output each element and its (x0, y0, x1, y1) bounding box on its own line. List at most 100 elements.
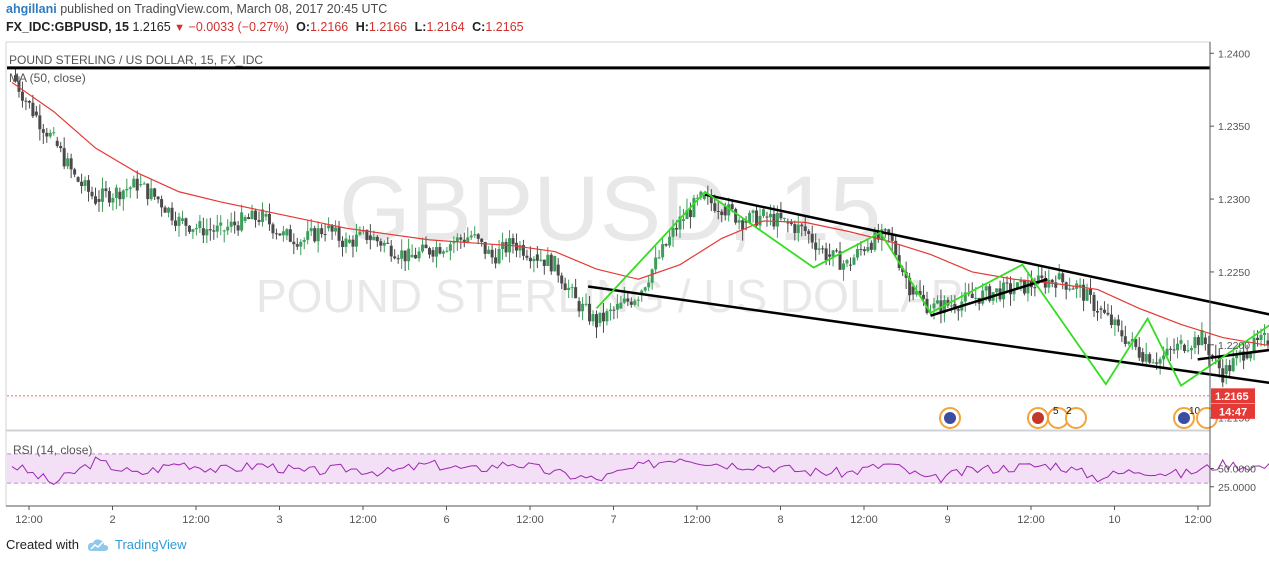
candle-body (671, 228, 675, 237)
candle-body (814, 242, 818, 250)
candle-body (306, 231, 310, 240)
candle-body (1071, 288, 1075, 290)
candle-body (988, 286, 992, 301)
candle-body (1207, 343, 1211, 356)
tradingview-link[interactable]: TradingView (114, 537, 187, 552)
candle-body (622, 298, 626, 303)
time-tick-label: 9 (944, 514, 950, 526)
candle-body (375, 236, 379, 242)
high-label: H: (355, 20, 369, 34)
candle-body (720, 211, 724, 216)
candle-body (344, 238, 348, 247)
candle-body (518, 245, 522, 251)
candle-body (647, 282, 651, 288)
event-badge-5: 5 (1053, 406, 1059, 417)
candle-body (956, 309, 960, 311)
time-tick-label: 6 (443, 514, 449, 526)
candle-body (90, 191, 94, 197)
candle-body (838, 251, 842, 270)
candle-body (80, 181, 84, 187)
uk-flag-inner (944, 412, 956, 424)
price-change: −0.0033 (−0.27%) (188, 20, 289, 34)
candle-body (1252, 337, 1256, 354)
candle-body (52, 132, 56, 134)
current-price-label: 1.2165 (1215, 391, 1249, 403)
candle-body (1141, 352, 1145, 362)
candle-body (1002, 282, 1006, 300)
candle-body (556, 264, 560, 276)
ma-legend[interactable]: MA (50, close) (9, 71, 86, 85)
rsi-legend[interactable]: RSI (14, close) (13, 443, 92, 457)
candle-body (807, 231, 811, 234)
author-link[interactable]: ahgillani (6, 2, 57, 16)
candle-body (459, 237, 463, 240)
candle-body (577, 301, 581, 312)
candle-body (1012, 290, 1016, 295)
publish-header: ahgillani published on TradingView.com, … (6, 2, 387, 16)
candle-body (170, 207, 174, 221)
candle-body (215, 225, 219, 232)
candle-body (727, 204, 731, 216)
event-markers[interactable]: 5 2 10 (939, 406, 1218, 429)
time-tick-label: 12:00 (850, 514, 878, 526)
candle-body (1009, 283, 1013, 295)
candle-body (31, 102, 35, 117)
candle-body (1106, 312, 1110, 315)
candle-body (267, 213, 271, 225)
candle-body (1189, 348, 1193, 351)
candle-body (626, 298, 630, 302)
candle-body (525, 255, 529, 258)
candle-body (608, 309, 612, 312)
candle-body (796, 224, 800, 234)
us-flag-inner (1032, 412, 1044, 424)
candle-body (1148, 354, 1152, 363)
candle-body (1040, 275, 1044, 278)
candle-body (66, 158, 70, 167)
candle-body (786, 222, 790, 224)
candle-body (528, 257, 532, 262)
candle-body (560, 275, 564, 284)
candle-body (1036, 275, 1040, 284)
candle-body (34, 111, 38, 116)
candle-body (521, 245, 525, 256)
candle-body (233, 221, 237, 226)
us-flag-icon-2[interactable] (1065, 407, 1087, 429)
series-title: POUND STERLING / US DOLLAR, 15, FX_IDC (9, 53, 263, 67)
footer: Created with TradingView (6, 537, 187, 552)
candle-body (455, 237, 459, 243)
candle-body (167, 207, 171, 213)
time-tick-label: 12:00 (1017, 514, 1045, 526)
candle-body (800, 224, 804, 227)
candle-body (400, 250, 404, 259)
candle-body (1089, 289, 1093, 295)
candle-body (762, 209, 765, 216)
candle-body (229, 221, 233, 227)
candle-body (803, 226, 807, 232)
last-price: 1.2165 (132, 20, 171, 34)
candle-body (817, 248, 821, 250)
candle-body (156, 196, 160, 200)
candle-body (247, 217, 251, 219)
candle-body (911, 286, 915, 295)
candle-body (1026, 280, 1030, 294)
candle-body (974, 297, 978, 299)
candle-body (208, 229, 212, 231)
candle-body (984, 286, 988, 291)
candle-body (542, 259, 546, 266)
candle-body (1228, 365, 1232, 372)
candle-body (327, 225, 331, 229)
candle-body (417, 251, 421, 259)
candle-body (949, 305, 953, 307)
candle-body (824, 248, 828, 261)
candle-body (1249, 353, 1253, 359)
price-tick-label: 1.2350 (1218, 121, 1250, 133)
candle-body (372, 236, 376, 240)
candle-body (504, 241, 508, 253)
candle-body (1064, 282, 1068, 290)
projection-path[interactable] (595, 68, 1269, 422)
time-axis[interactable]: 12:00 2 12:00 3 12:00 6 12:00 7 12:00 8 12:00 9 12:0… (15, 506, 1212, 526)
time-tick-label: 12:00 (15, 514, 43, 526)
high-value: 1.2166 (368, 20, 408, 34)
rsi-axis: 50.0000 25.0000 (1210, 464, 1256, 494)
